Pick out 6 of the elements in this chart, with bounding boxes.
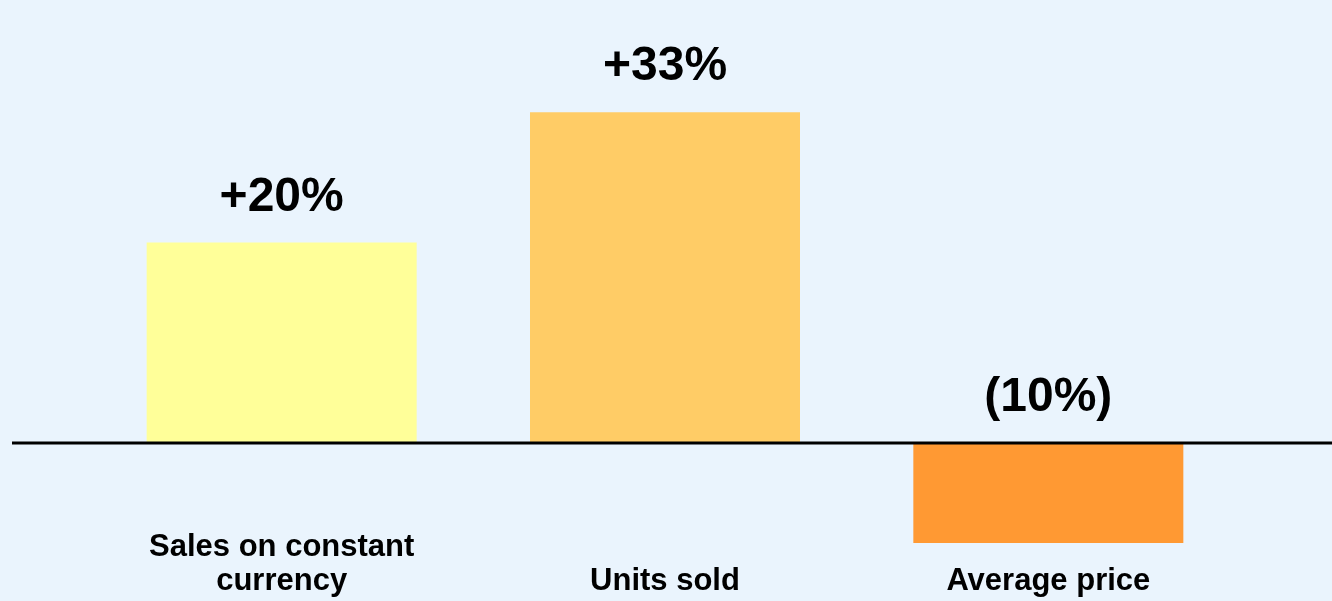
x-tick-label: Average price bbox=[946, 562, 1151, 597]
x-tick-label: Sales on constant currency bbox=[149, 528, 415, 597]
data-label: +33% bbox=[602, 37, 728, 91]
x-tick-label: Units sold bbox=[590, 562, 740, 597]
data-label: +20% bbox=[219, 167, 344, 221]
data-label: (10%) bbox=[984, 367, 1113, 421]
